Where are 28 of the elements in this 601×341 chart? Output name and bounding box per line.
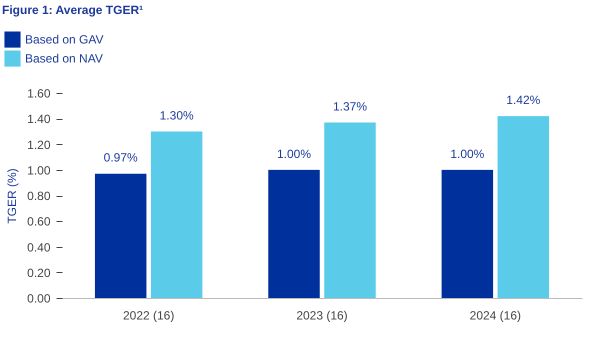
x-tick-label: 2024 (16) — [470, 308, 522, 322]
bar — [498, 116, 550, 298]
bar — [94, 174, 146, 298]
y-axis-title: TGER (%) — [5, 168, 20, 224]
y-tick-label: 1.20 — [27, 138, 51, 152]
y-tick-label: 1.00 — [27, 163, 51, 178]
data-label: 1.42% — [506, 93, 541, 108]
bar — [442, 170, 494, 298]
y-tick-label: 0.40 — [27, 240, 51, 254]
legend-label: Based on NAV — [25, 52, 103, 66]
y-tick-label: 1.60 — [27, 86, 51, 100]
y-tick-label: 0.00 — [27, 292, 51, 306]
data-label: 0.97% — [104, 150, 138, 165]
data-label: 1.00% — [277, 146, 312, 161]
y-tick-label: 0.20 — [27, 266, 51, 280]
y-tick-label: 1.40 — [27, 112, 51, 126]
data-label: 1.30% — [160, 108, 194, 122]
x-tick-label: 2023 (16) — [296, 308, 348, 322]
bar — [150, 131, 202, 298]
legend-label: Based on GAV — [25, 32, 104, 46]
y-tick-label: 0.60 — [27, 214, 51, 229]
x-tick-label: 2022 (16) — [122, 308, 174, 322]
chart-title: Figure 1: Average TGER¹ — [2, 3, 144, 17]
bar — [268, 170, 320, 298]
y-tick-label: 0.80 — [27, 189, 51, 203]
data-label: 1.00% — [450, 146, 485, 161]
bar — [324, 122, 376, 298]
data-label: 1.37% — [332, 99, 368, 114]
